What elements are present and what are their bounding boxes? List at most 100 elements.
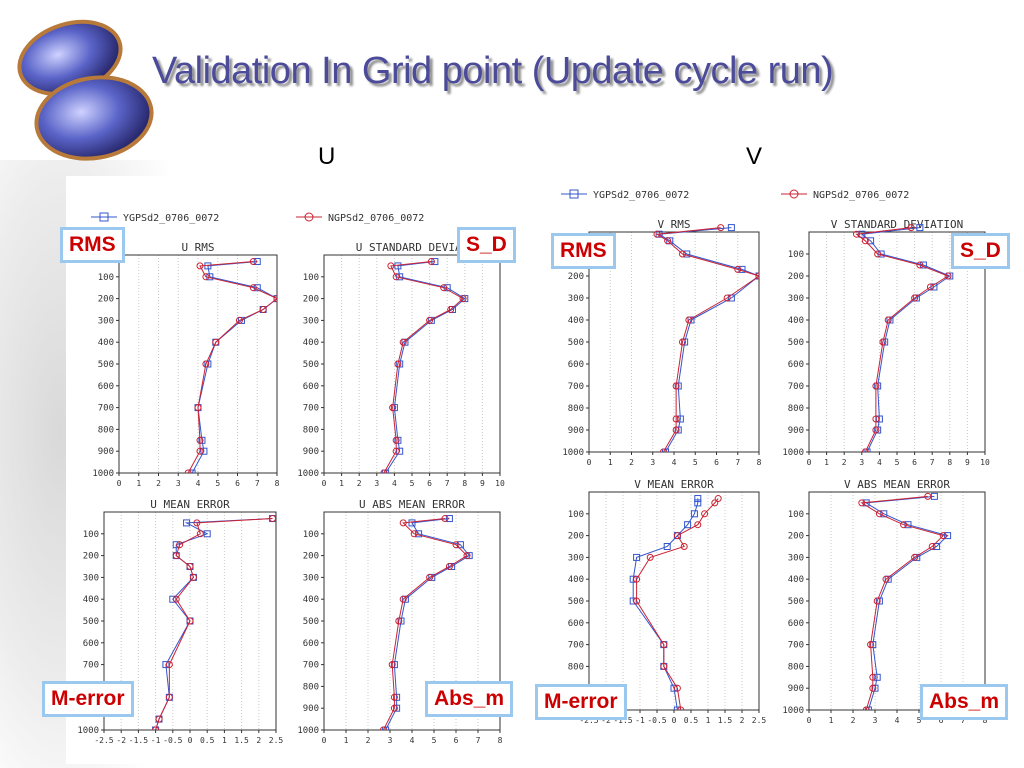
data-point bbox=[253, 258, 261, 266]
data-point bbox=[930, 492, 938, 500]
data-point bbox=[196, 262, 204, 270]
y-tick-label: 900 bbox=[303, 447, 319, 457]
data-point bbox=[399, 595, 407, 603]
data-point bbox=[872, 426, 880, 434]
data-point bbox=[188, 469, 196, 473]
y-tick-label: 700 bbox=[98, 404, 114, 414]
y-tick-label: 1000 bbox=[782, 706, 804, 716]
y-tick-label: 1000 bbox=[92, 469, 114, 479]
x-tick-label: 10 bbox=[495, 479, 505, 488]
data-point bbox=[694, 499, 702, 507]
data-point bbox=[672, 426, 680, 434]
data-point bbox=[869, 684, 877, 692]
series-line bbox=[636, 498, 719, 710]
x-tick-label: 8 bbox=[275, 479, 280, 488]
y-tick-label: 700 bbox=[568, 641, 584, 651]
data-point bbox=[872, 382, 880, 390]
data-point bbox=[907, 224, 915, 232]
data-point bbox=[653, 230, 661, 238]
y-tick-label: 200 bbox=[303, 295, 319, 305]
x-tick-label: 6 bbox=[235, 479, 240, 488]
data-point bbox=[875, 597, 883, 605]
data-point bbox=[884, 575, 892, 583]
x-tick-label: 2.5 bbox=[269, 736, 284, 745]
y-tick-label: 600 bbox=[98, 382, 114, 392]
u-standard-deviation-chart: NGPSd2_0706_0072 U STANDARD DEVIAT 0 1 2 3 4 5 6… bbox=[296, 212, 505, 488]
y-tick-label: 400 bbox=[98, 338, 114, 348]
data-point bbox=[426, 573, 434, 581]
y-tick-label: 800 bbox=[303, 425, 319, 435]
data-point bbox=[875, 415, 883, 423]
data-point bbox=[273, 295, 277, 303]
x-tick-label: 3 bbox=[859, 458, 864, 467]
x-tick-label: 0 bbox=[807, 716, 812, 725]
data-point bbox=[393, 704, 401, 712]
data-point bbox=[861, 237, 869, 245]
data-point bbox=[235, 316, 243, 324]
y-tick-label: 500 bbox=[98, 360, 114, 370]
data-point bbox=[202, 273, 210, 281]
x-tick-label: 9 bbox=[965, 458, 970, 467]
data-point bbox=[393, 693, 401, 701]
data-point bbox=[196, 530, 204, 538]
data-point bbox=[672, 415, 680, 423]
x-tick-label: -2 bbox=[116, 736, 126, 745]
y-tick-label: 700 bbox=[83, 661, 99, 671]
data-point bbox=[677, 706, 685, 710]
y-tick-label: 200 bbox=[98, 295, 114, 305]
y-tick-label: 1000 bbox=[782, 448, 804, 458]
data-point bbox=[685, 316, 693, 324]
x-tick-label: 1 bbox=[608, 458, 613, 467]
x-tick-label: 4 bbox=[392, 479, 397, 488]
series-line bbox=[383, 261, 464, 473]
x-tick-label: 0 bbox=[322, 736, 327, 745]
data-point bbox=[871, 684, 879, 692]
data-point bbox=[184, 469, 192, 473]
data-point bbox=[428, 573, 436, 581]
data-point bbox=[727, 224, 735, 232]
data-point bbox=[717, 224, 725, 232]
x-tick-label: 5 bbox=[410, 479, 415, 488]
data-point bbox=[193, 519, 201, 527]
data-point bbox=[165, 661, 173, 669]
data-point bbox=[690, 510, 698, 518]
data-point bbox=[679, 338, 686, 346]
x-tick-label: 3 bbox=[388, 736, 393, 745]
x-tick-label: 1 bbox=[222, 736, 227, 745]
data-point bbox=[679, 250, 686, 258]
x-tick-label: 8 bbox=[983, 716, 988, 725]
y-tick-label: 400 bbox=[303, 595, 319, 605]
y-tick-label: 200 bbox=[83, 552, 99, 562]
y-tick-label: 100 bbox=[788, 510, 804, 520]
component-label-v: V bbox=[746, 143, 763, 170]
data-point bbox=[186, 563, 194, 570]
y-tick-label: 100 bbox=[83, 530, 99, 540]
data-point bbox=[440, 284, 448, 292]
data-point bbox=[259, 306, 267, 313]
legend: YGPSd2_0706_0072 bbox=[561, 189, 689, 201]
y-tick-label: 900 bbox=[98, 447, 114, 457]
y-tick-label: 100 bbox=[303, 530, 319, 540]
x-tick-label: 1 bbox=[339, 479, 344, 488]
y-tick-label: 300 bbox=[83, 573, 99, 583]
series-line bbox=[864, 495, 949, 710]
data-point bbox=[869, 673, 877, 681]
component-label-u: U bbox=[318, 143, 336, 170]
x-tick-label: -1 bbox=[151, 736, 161, 745]
data-point bbox=[873, 597, 881, 605]
y-tick-label: 700 bbox=[788, 641, 804, 651]
data-point bbox=[196, 436, 204, 444]
x-tick-label: 2 bbox=[357, 479, 362, 488]
data-point bbox=[723, 294, 731, 302]
data-point bbox=[687, 316, 695, 324]
data-point bbox=[933, 543, 941, 550]
data-point bbox=[673, 684, 681, 692]
legend-label: NGPSd2_0706_0072 bbox=[813, 190, 909, 201]
y-tick-label: 400 bbox=[788, 575, 804, 585]
m-error-tag-v: M-error bbox=[535, 684, 627, 720]
data-point bbox=[202, 360, 210, 368]
y-tick-label: 100 bbox=[788, 250, 804, 260]
chart-title: U STANDARD DEVIAT bbox=[356, 241, 469, 254]
data-point bbox=[212, 338, 220, 346]
data-point bbox=[392, 273, 400, 281]
